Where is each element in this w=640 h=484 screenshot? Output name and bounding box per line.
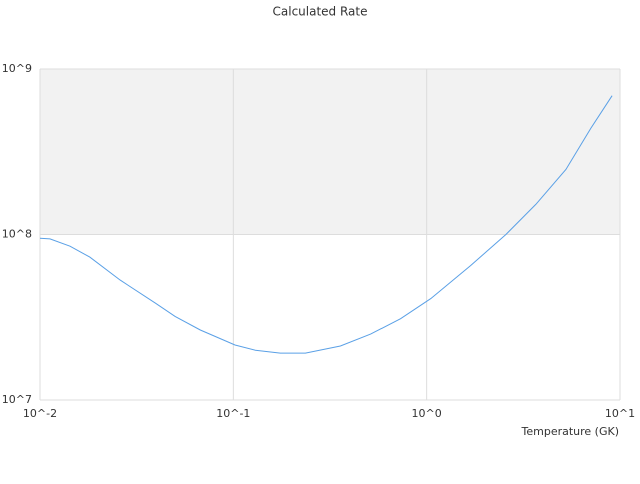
x-tick-label: 10^0 — [412, 407, 442, 420]
chart-title: Calculated Rate — [273, 5, 368, 19]
data-line — [39, 95, 613, 354]
x-tick-label: 10^1 — [605, 407, 635, 420]
x-tick-label: 10^-1 — [216, 407, 250, 420]
x-tick-label: 10^-2 — [23, 407, 57, 420]
plot-band — [40, 69, 620, 235]
y-tick-label: 10^9 — [2, 62, 32, 75]
y-tick-label: 10^8 — [2, 228, 32, 241]
y-tick-label: 10^7 — [2, 393, 32, 406]
x-axis-label: Temperature (GK) — [521, 425, 620, 438]
